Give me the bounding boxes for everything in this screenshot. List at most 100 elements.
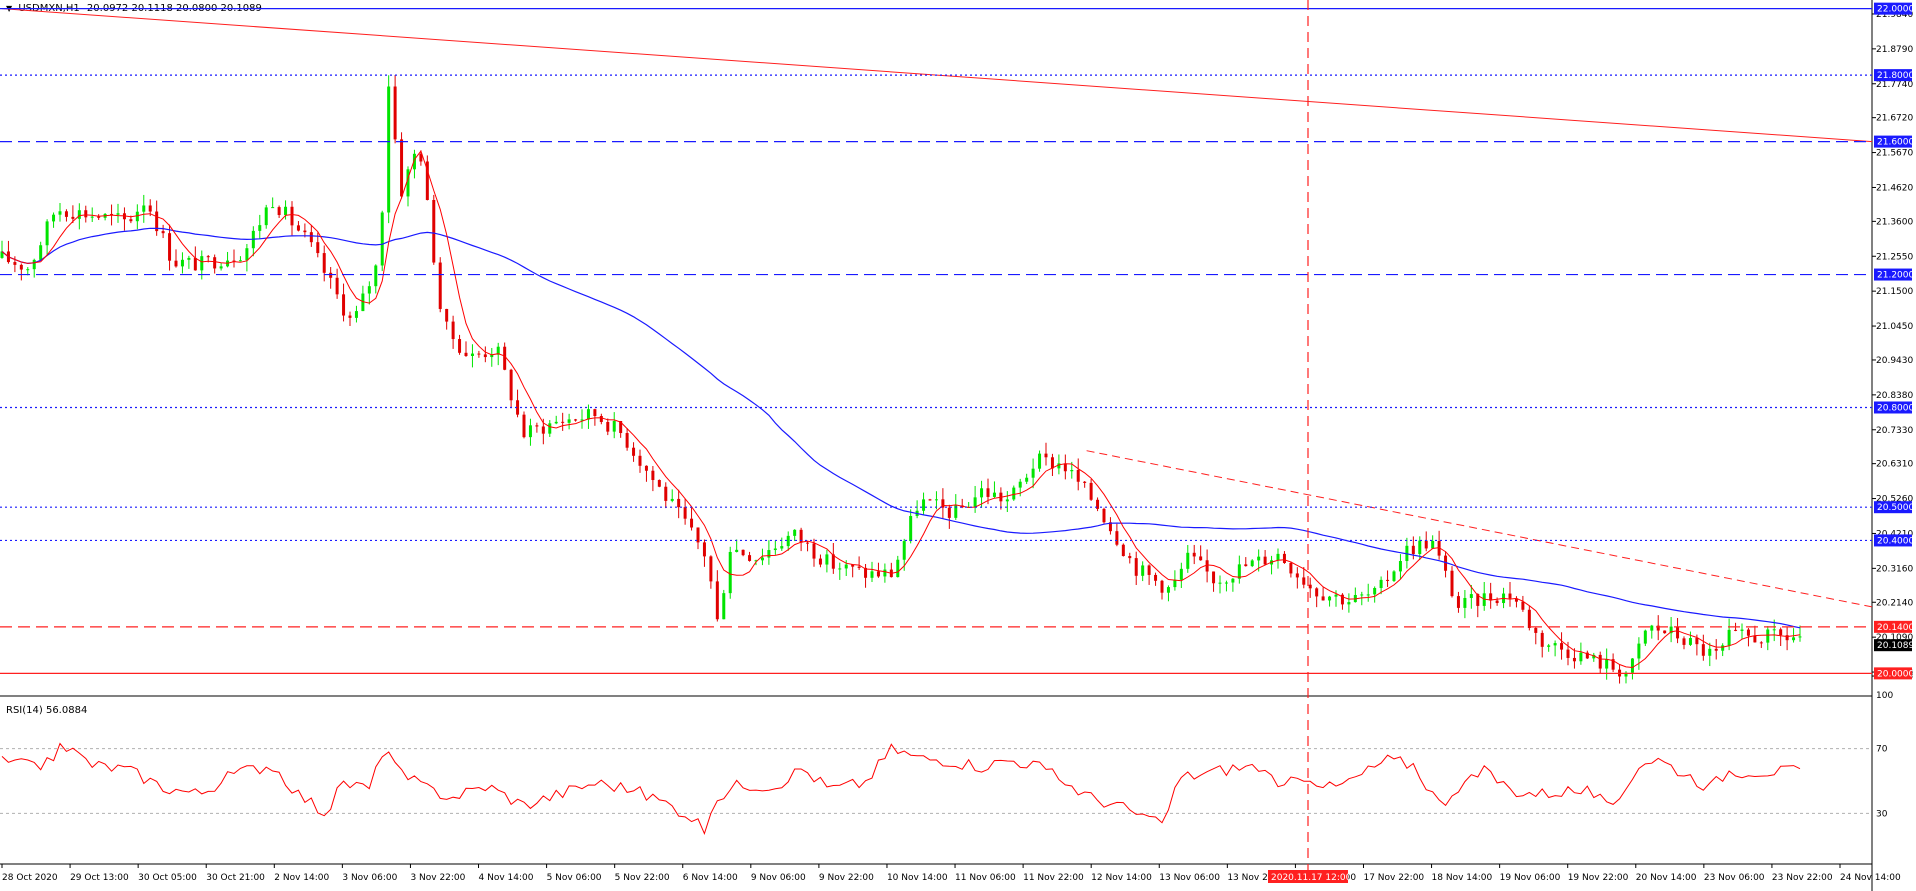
candle-body [1121, 544, 1125, 557]
candle-body [58, 211, 62, 215]
candle-body [419, 153, 423, 162]
candle-body [1585, 652, 1589, 659]
candle-body [864, 567, 868, 578]
candle-body [1643, 630, 1647, 644]
candle-body [1611, 659, 1615, 670]
candle-body [400, 139, 404, 197]
candle-body [1173, 579, 1177, 588]
candle-body [593, 409, 597, 417]
level-label-box [1874, 667, 1912, 680]
price-tick-label: 20.9430 [1876, 356, 1913, 366]
candle-body [644, 465, 648, 471]
candle-body [619, 420, 623, 434]
candle-body [664, 486, 668, 501]
candle-body [1224, 582, 1228, 584]
candle-body [1063, 463, 1067, 472]
candle-body [683, 507, 687, 519]
candle-body [1392, 571, 1396, 581]
candle-body [1160, 580, 1164, 593]
candle-body [561, 421, 565, 423]
candle-body [638, 455, 642, 466]
candle-body [1005, 499, 1009, 502]
candle-body [1308, 584, 1312, 589]
candle-body [129, 219, 133, 222]
candle-body [1411, 545, 1415, 555]
candle-body [1076, 470, 1080, 482]
candle-body [161, 231, 165, 234]
candle-body [973, 497, 977, 507]
price-tick-label: 21.9840 [1876, 10, 1913, 20]
candle-body [780, 546, 784, 549]
candle-body [1456, 596, 1460, 608]
candle-body [812, 543, 816, 559]
candle-body [1450, 570, 1454, 597]
rsi-axis-label: 100 [1876, 691, 1893, 701]
candle-body [677, 498, 681, 508]
candle-body [1572, 657, 1576, 662]
candle-body [39, 245, 43, 260]
candle-body [735, 549, 739, 552]
time-tick-label: 9 Nov 22:00 [819, 873, 874, 883]
candle-body [528, 425, 532, 438]
candle-body [825, 554, 829, 565]
time-tick-label: 3 Nov 06:00 [342, 873, 397, 883]
candle-body [1734, 629, 1738, 631]
candle-body [284, 206, 288, 216]
time-tick-label: 17 Nov 22:00 [1363, 873, 1424, 883]
candle-body [909, 515, 913, 542]
candle-body [148, 205, 152, 212]
candle-body [670, 498, 674, 501]
candle-body [1656, 625, 1660, 631]
candle-body [64, 211, 68, 217]
candle-body [844, 564, 848, 569]
candle-body [715, 581, 719, 620]
fast-moving-average-line [1, 150, 1801, 669]
candle-body [238, 260, 242, 262]
trendline [1086, 450, 1873, 608]
candle-body [1250, 560, 1254, 567]
candle-body [1373, 588, 1377, 595]
candle-body [896, 559, 900, 578]
candle-body [1398, 561, 1402, 572]
candle-body [1244, 564, 1248, 567]
time-tick-label: 11 Nov 06:00 [955, 873, 1016, 883]
time-tick-label: 5 Nov 06:00 [547, 873, 602, 883]
slow-moving-average-line [1, 227, 1801, 629]
candle-body [1669, 626, 1673, 634]
candle-body [1044, 453, 1048, 458]
candle-body [1598, 654, 1602, 669]
candle-body [1366, 594, 1370, 596]
candle-body [1038, 453, 1042, 469]
candle-body [1031, 468, 1035, 478]
candle-body [1534, 628, 1538, 633]
candle-body [870, 571, 874, 578]
candle-body [1302, 577, 1306, 585]
candle-body [90, 216, 94, 218]
candle-body [1592, 654, 1596, 659]
candle-body [1463, 597, 1467, 608]
rsi-line [1, 742, 1801, 836]
candle-body [1328, 596, 1332, 601]
candle-body [1115, 531, 1119, 545]
time-tick-label: 29 Oct 13:00 [70, 873, 129, 883]
candle-body [1431, 540, 1435, 549]
level-label: 21.6000 [1877, 138, 1914, 148]
candle-body [954, 505, 958, 518]
candle-body [174, 260, 178, 267]
candle-body [1579, 652, 1583, 662]
candle-body [71, 216, 75, 219]
candle-body [1688, 638, 1692, 645]
candle-body [180, 259, 184, 267]
level-label-box [1874, 2, 1912, 15]
time-tick-label: 24 Nov 14:00 [1840, 873, 1901, 883]
level-label-box [1874, 135, 1912, 148]
candle-body [625, 433, 629, 448]
candle-body [632, 447, 636, 456]
candle-body [1089, 482, 1093, 500]
candle-body [651, 470, 655, 481]
candle-body [342, 294, 346, 316]
candle-body [1321, 596, 1325, 601]
candle-body [696, 527, 700, 543]
